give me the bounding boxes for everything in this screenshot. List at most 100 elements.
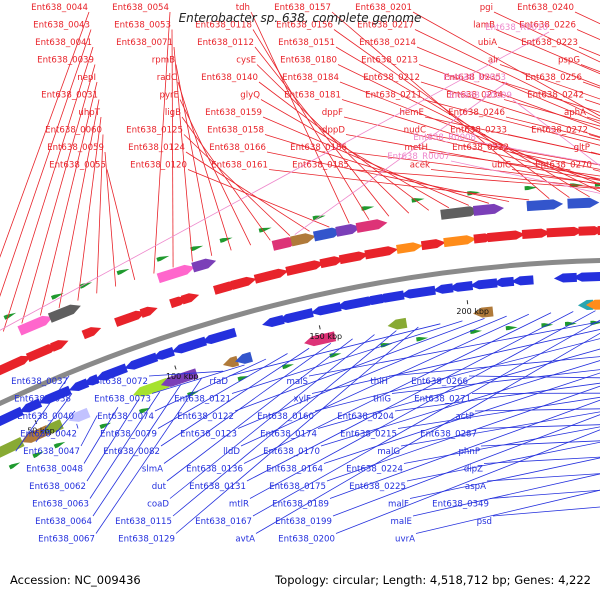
label-leader-line xyxy=(243,312,552,464)
label-leader-line xyxy=(326,385,600,482)
label-leader-line xyxy=(422,99,600,146)
label-leader-line xyxy=(163,343,332,464)
reverse-cds-feature xyxy=(511,275,534,286)
gene-label: Ent638_0164 xyxy=(266,465,323,475)
kbp-tick-label: 50 kbp xyxy=(27,426,55,435)
gene-label: ligB xyxy=(165,108,181,118)
label-leader-line xyxy=(173,46,193,262)
forward-cds-feature xyxy=(180,293,200,305)
label-leader-line xyxy=(154,358,267,412)
gene-label: phnP xyxy=(458,447,480,457)
forward-cds-feature xyxy=(597,226,600,236)
map-title: Enterobacter sp. 638, complete genome xyxy=(178,11,422,25)
label-leader-line xyxy=(250,11,350,224)
label-leader-line xyxy=(77,116,102,301)
reverse-cds-feature xyxy=(362,294,384,305)
reverse-cog-feature xyxy=(160,368,199,387)
reverse-gc-dash xyxy=(138,407,151,414)
label-leader-line xyxy=(252,29,370,220)
label-leader-line xyxy=(83,407,119,464)
gene-label: Ent638_0212 xyxy=(363,73,420,83)
label-leader-line xyxy=(254,46,390,217)
gene-label: Ent638_0047 xyxy=(23,447,80,457)
gene-label: gltP xyxy=(574,143,590,153)
label-leader-line xyxy=(55,410,76,433)
gene-label: dppD xyxy=(322,126,345,136)
gene-label: malF xyxy=(388,500,409,510)
reverse-cds-feature xyxy=(38,385,72,404)
gene-label: acek xyxy=(410,161,430,171)
label-leader-lines xyxy=(0,11,600,534)
gene-label: Ent638_0059 xyxy=(47,143,104,153)
reverse-cog-feature xyxy=(0,436,25,458)
gene-label: Ent638_0167 xyxy=(195,517,252,527)
label-leader-line xyxy=(499,64,600,100)
label-leader-line xyxy=(187,169,330,228)
gene-label: Ent638_0256 xyxy=(525,73,582,83)
forward-cds-feature xyxy=(50,340,69,352)
label-leader-line xyxy=(501,81,600,113)
gene-label: Ent638_0223 xyxy=(521,38,578,48)
label-leader-line xyxy=(308,321,600,377)
gene-label: Ent638_0158 xyxy=(207,126,264,136)
label-leader-line xyxy=(320,360,600,447)
gene-label: Ent638_0170 xyxy=(263,447,320,457)
label-leader-line xyxy=(332,414,600,517)
label-leader-line xyxy=(495,29,600,75)
label-leader-line xyxy=(252,319,600,517)
gene-label: lldD xyxy=(223,447,240,457)
label-leader-line xyxy=(175,326,419,534)
gene-label: uvrA xyxy=(395,535,415,545)
gene-label: Ent638_0156 xyxy=(276,21,333,31)
gene-label: Ent638_0037 xyxy=(11,377,68,387)
forward-gc-dash xyxy=(361,206,375,211)
gene-label: Ent638_0031 xyxy=(41,91,98,101)
gene-label: pspG xyxy=(558,56,580,66)
reverse-cds-feature xyxy=(432,283,454,294)
gene-label: ubiC xyxy=(492,161,511,171)
kbp-tick-label: 100 kbp xyxy=(166,372,199,381)
reverse-gc-dash xyxy=(8,462,21,470)
reverse-cog-feature xyxy=(473,306,494,318)
gene-label: Ent638_0166 xyxy=(209,143,266,153)
label-leader-line xyxy=(403,426,600,464)
forward-cog-feature xyxy=(156,264,196,284)
gene-label: glyQ xyxy=(240,91,260,101)
gene-label: Ent638_R0008 xyxy=(413,133,476,143)
gene-label: mtlR xyxy=(229,500,249,510)
label-leader-line xyxy=(169,334,375,499)
kbp-tick xyxy=(174,365,177,370)
forward-cds-feature xyxy=(253,268,289,284)
gene-label: Ent638_0181 xyxy=(284,91,341,101)
label-leader-line xyxy=(231,320,463,394)
gene-label: Ent638_0157 xyxy=(274,3,331,13)
forward-cds-feature xyxy=(81,327,102,340)
reverse-cds-feature xyxy=(572,272,600,282)
label-leader-line xyxy=(476,141,600,165)
label-leader-line xyxy=(294,81,508,235)
gene-label: Ent638_0118 xyxy=(195,21,252,31)
gene-label: Ent638_0048 xyxy=(26,465,83,475)
gene-label: Ent638_0246 xyxy=(448,108,505,118)
gene-label: Ent638_0136 xyxy=(186,465,243,475)
reverse-cog-feature xyxy=(21,425,51,443)
forward-cds-feature xyxy=(139,306,158,318)
label-leader-line xyxy=(255,332,600,534)
gene-label: Ent638_0131 xyxy=(189,482,246,492)
gene-label: Ent638_0121 xyxy=(174,395,231,405)
gene-label: Ent638_R0009 xyxy=(449,91,512,101)
reverse-cds-feature xyxy=(492,276,515,287)
label-leader-line xyxy=(246,311,574,482)
gene-label: avtA xyxy=(235,535,255,545)
gene-label: Ent638_0201 xyxy=(355,3,412,13)
gene-label: Ent638_0213 xyxy=(361,56,418,66)
reverse-cds-feature xyxy=(553,272,577,283)
gene-label: Ent638_0271 xyxy=(414,395,471,405)
reverse-cds-feature xyxy=(469,278,498,290)
forward-cds-feature xyxy=(487,230,526,243)
gene-label: dut xyxy=(152,482,167,492)
gene-label: Ent638_0112 xyxy=(197,38,254,48)
gene-label: Ent638_0120 xyxy=(130,161,187,171)
reverse-cds-feature xyxy=(596,274,600,279)
gene-label: Ent638_R0003 xyxy=(443,73,506,83)
